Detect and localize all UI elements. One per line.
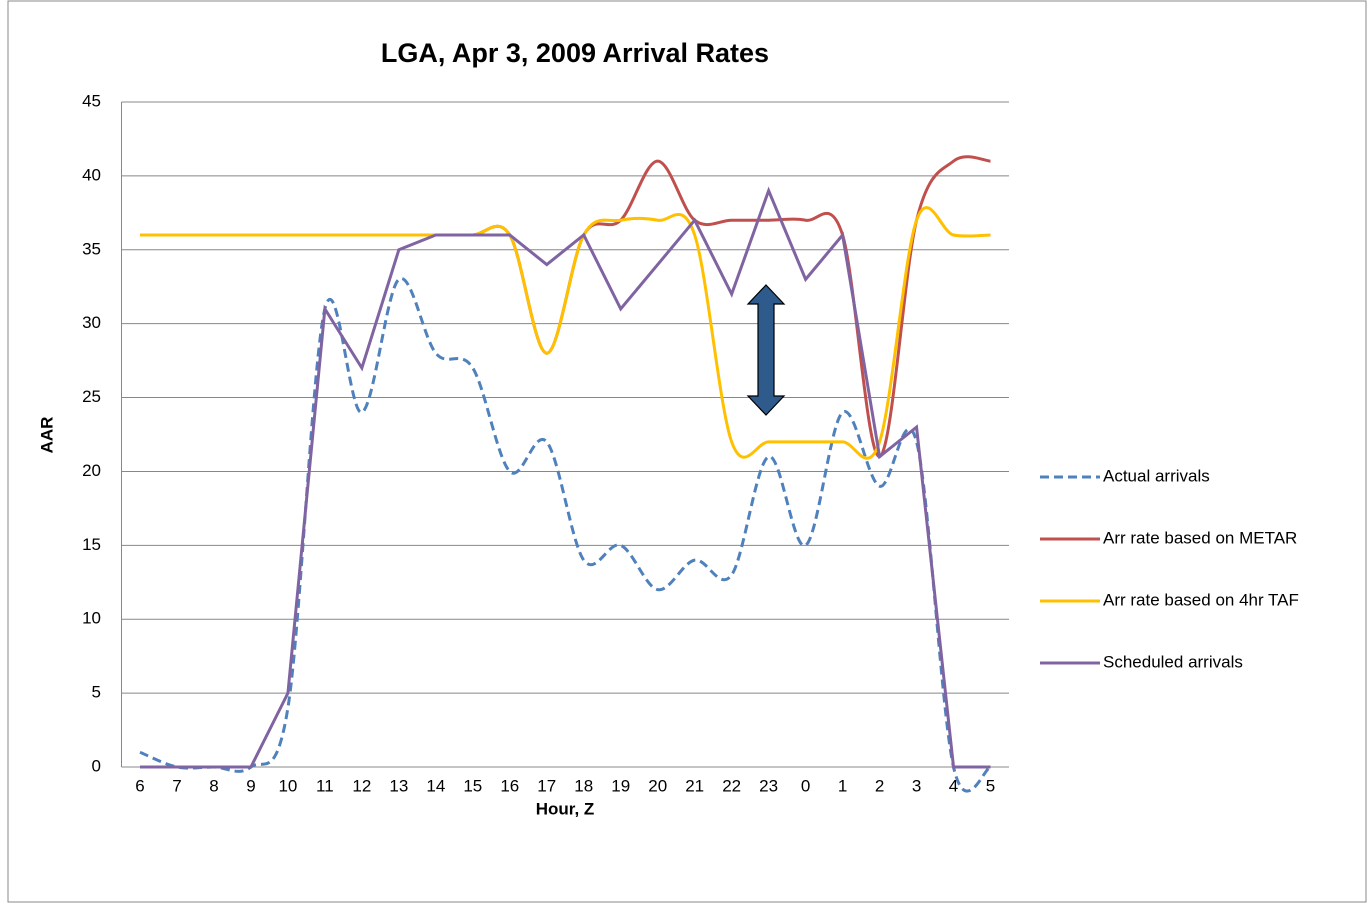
y-tick-label: 40 <box>82 165 101 184</box>
y-tick-label: 30 <box>82 313 101 332</box>
x-tick-label: 20 <box>648 776 667 795</box>
x-tick-label: 4 <box>949 776 958 795</box>
y-tick-label: 45 <box>82 91 101 110</box>
x-tick-label: 18 <box>574 776 593 795</box>
legend: Actual arrivals Arr rate based on METAR Ar… <box>1040 466 1299 671</box>
x-tick-label: 12 <box>352 776 371 795</box>
x-tick-label: 14 <box>426 776 445 795</box>
x-axis-label: Hour, Z <box>536 799 595 818</box>
x-tick-label: 17 <box>537 776 556 795</box>
x-tick-label: 19 <box>611 776 630 795</box>
y-tick-label: 0 <box>92 756 101 775</box>
y-tick-label: 5 <box>92 683 101 702</box>
x-tick-label: 1 <box>838 776 847 795</box>
x-tick-label: 0 <box>801 776 810 795</box>
x-tick-label: 16 <box>500 776 519 795</box>
x-tick-label: 2 <box>875 776 884 795</box>
plot <box>139 155 992 793</box>
y-tick-label: 10 <box>82 609 101 628</box>
x-tick-label: 22 <box>722 776 741 795</box>
y-tick-label: 15 <box>82 535 101 554</box>
x-tick-label: 15 <box>463 776 482 795</box>
legend-label: Scheduled arrivals <box>1103 652 1243 671</box>
series-line <box>139 277 992 793</box>
legend-label: Arr rate based on METAR <box>1103 528 1297 547</box>
x-tick-label: 9 <box>246 776 255 795</box>
annotation-arrow <box>746 284 786 416</box>
legend-label: Actual arrivals <box>1103 466 1210 485</box>
chart-title: LGA, Apr 3, 2009 Arrival Rates <box>381 38 769 68</box>
y-tick-label: 35 <box>82 239 101 258</box>
y-tick-label: 25 <box>82 387 101 406</box>
y-axis-label: AAR <box>37 417 56 454</box>
chart-border <box>7 0 1367 903</box>
x-tick-label: 6 <box>135 776 144 795</box>
x-tick-label: 7 <box>172 776 181 795</box>
legend-label: Arr rate based on 4hr TAF <box>1103 590 1299 609</box>
x-tick-label: 23 <box>759 776 778 795</box>
x-tick-label: 8 <box>209 776 218 795</box>
x-tick-label: 5 <box>986 776 995 795</box>
y-tick-label: 20 <box>82 461 101 480</box>
x-tick-label: 10 <box>278 776 297 795</box>
series-line <box>139 206 991 460</box>
x-tick-label: 3 <box>912 776 921 795</box>
x-tick-label: 21 <box>685 776 704 795</box>
x-tick-label: 13 <box>389 776 408 795</box>
series-line <box>139 186 991 769</box>
x-tick-label: 11 <box>316 776 334 795</box>
